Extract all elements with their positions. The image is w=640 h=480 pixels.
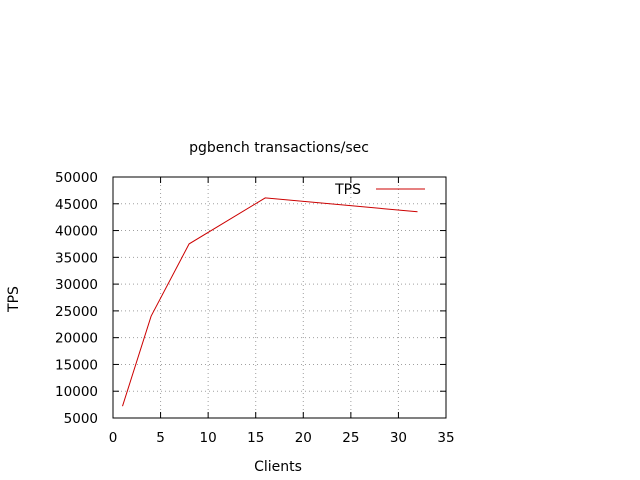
legend: TPS: [334, 182, 425, 198]
x-axis-label: Clients: [254, 459, 302, 475]
x-tick-label: 0: [109, 430, 118, 446]
legend-label-tps: TPS: [334, 182, 361, 198]
y-tick-label: 15000: [55, 357, 98, 373]
y-tick-label: 5000: [64, 411, 98, 427]
y-tick-label: 30000: [55, 277, 98, 293]
series-line-tps: [122, 197, 418, 407]
grid: [113, 177, 446, 418]
x-tick-label: 10: [200, 430, 217, 446]
y-tick-label: 10000: [55, 384, 98, 400]
y-tick-label: 45000: [55, 197, 98, 213]
series-layer: [122, 197, 418, 407]
y-tick-label: 35000: [55, 250, 98, 266]
x-tick-label: 5: [156, 430, 165, 446]
x-tick-label: 25: [342, 430, 359, 446]
y-tick-label: 50000: [55, 170, 98, 186]
x-axis: 0 5 10 15 20 25 30 35: [109, 177, 455, 446]
y-axis-label: TPS: [6, 286, 22, 313]
x-tick-label: 20: [295, 430, 312, 446]
chart-title: pgbench transactions/sec: [189, 140, 369, 156]
x-tick-label: 30: [390, 430, 407, 446]
y-tick-label: 25000: [55, 304, 98, 320]
x-tick-label: 15: [247, 430, 264, 446]
y-tick-label: 20000: [55, 331, 98, 347]
y-tick-label: 40000: [55, 224, 98, 240]
y-axis: 5000 10000 15000 20000 25000 30000 35000 40000 4…: [55, 170, 446, 427]
x-tick-label: 35: [437, 430, 454, 446]
plot-frame: [112, 176, 447, 419]
